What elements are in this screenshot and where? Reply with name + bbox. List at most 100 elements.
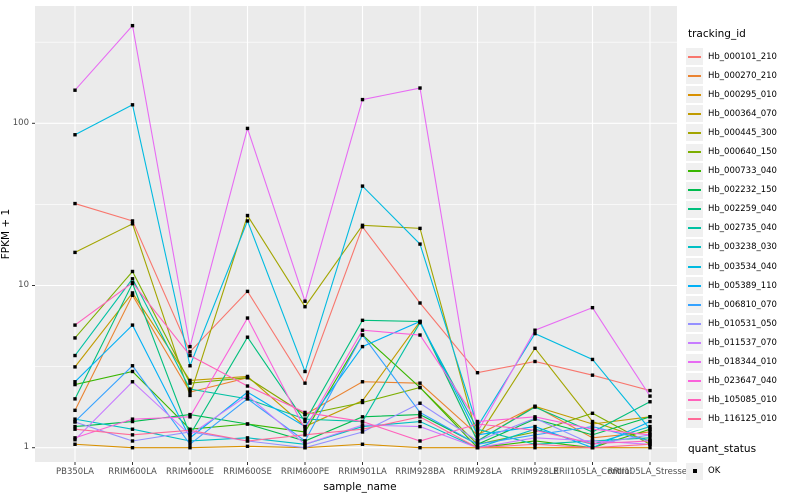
data-point — [533, 346, 537, 351]
data-point — [475, 370, 480, 375]
legend-item-Hb_105085_010: Hb_105085_010 — [686, 391, 798, 410]
legend-item-label: Hb_000640_150 — [708, 147, 777, 158]
data-point — [73, 201, 77, 206]
data-point — [590, 441, 595, 446]
data-point — [360, 427, 365, 431]
data-point — [130, 277, 135, 281]
data-point — [130, 417, 135, 421]
data-point — [360, 328, 365, 332]
data-point — [533, 328, 537, 332]
data-point — [188, 390, 192, 394]
data-point — [73, 250, 77, 255]
data-point — [73, 133, 77, 137]
data-point — [130, 281, 135, 285]
legend-item-Hb_011537_070: Hb_011537_070 — [686, 333, 798, 352]
data-point — [418, 385, 422, 390]
legend-key-line-icon — [688, 170, 701, 173]
data-point — [360, 423, 365, 427]
data-point — [533, 415, 537, 419]
x-tick-label: RRIM600SE — [223, 467, 272, 477]
data-point — [130, 222, 135, 226]
data-point — [475, 427, 480, 431]
data-point — [303, 412, 307, 417]
data-point — [73, 427, 77, 431]
legend-key-line-icon — [688, 189, 701, 192]
legend-item-label: Hb_003238_030 — [708, 242, 777, 253]
legend-key-line-icon — [688, 208, 701, 211]
data-point — [303, 381, 307, 385]
legend-key-box — [686, 86, 703, 104]
x-tick-label: RRIM901LA — [338, 467, 387, 477]
x-tick-label: RRIM928BA — [395, 467, 445, 477]
legend-key-box — [686, 296, 703, 314]
x-tick-label: PB350LA — [56, 467, 94, 477]
legend-key-box — [686, 200, 703, 218]
legend-item-label: Hb_105085_010 — [708, 395, 777, 406]
data-point — [245, 439, 250, 443]
legend-item-Hb_002232_150: Hb_002232_150 — [686, 181, 798, 200]
legend-item-Hb_010531_050: Hb_010531_050 — [686, 314, 798, 333]
data-point — [245, 126, 250, 131]
legend-key-box — [686, 238, 703, 256]
data-point — [648, 400, 652, 404]
data-point — [360, 318, 365, 323]
legend-item-list: Hb_000101_210 Hb_000270_210 Hb_000295_010 H… — [686, 47, 798, 429]
data-point — [418, 410, 422, 415]
y-axis-title: FPKM + 1 — [0, 208, 12, 260]
data-point — [73, 353, 77, 358]
legend-item-Hb_003238_030: Hb_003238_030 — [686, 238, 798, 257]
data-point — [130, 219, 135, 223]
data-point — [418, 446, 422, 450]
data-point — [73, 408, 77, 413]
data-point — [418, 401, 422, 405]
legend-key-line-icon — [688, 322, 701, 325]
data-point — [360, 398, 365, 403]
legend-item-label: Hb_116125_010 — [708, 414, 777, 425]
data-point — [533, 331, 537, 336]
data-point — [533, 442, 537, 446]
data-point — [130, 269, 135, 274]
legend-item-Hb_000295_010: Hb_000295_010 — [686, 85, 798, 104]
x-tick-label: RRIM928LA — [453, 467, 502, 477]
data-point — [188, 344, 192, 349]
legend-item-Hb_000733_040: Hb_000733_040 — [686, 162, 798, 181]
data-point — [73, 380, 77, 384]
data-point — [360, 430, 365, 434]
legend-key-box — [686, 143, 703, 161]
legend-item-Hb_116125_010: Hb_116125_010 — [686, 410, 798, 429]
data-point — [130, 23, 135, 28]
data-point — [418, 381, 422, 385]
data-point — [360, 344, 365, 349]
data-point — [245, 422, 250, 426]
data-point — [590, 439, 595, 443]
data-point — [130, 419, 135, 424]
data-point — [475, 442, 480, 446]
data-point — [303, 419, 307, 424]
legend-item-label: OK — [708, 466, 721, 477]
legend-item-Hb_000101_210: Hb_000101_210 — [686, 47, 798, 66]
legend-item-label: Hb_023647_040 — [708, 376, 777, 387]
legend-key-line-icon — [688, 74, 701, 77]
data-point — [188, 442, 192, 446]
data-point — [188, 393, 192, 398]
data-point — [418, 424, 422, 429]
data-point — [648, 442, 652, 446]
legend-key-box — [686, 48, 703, 66]
data-point — [360, 97, 365, 102]
legend-key-line-icon — [688, 399, 701, 402]
data-point — [418, 242, 422, 246]
legend-item-Hb_023647_040: Hb_023647_040 — [686, 372, 798, 391]
legend-key-box — [686, 181, 703, 199]
data-point — [360, 442, 365, 446]
data-point — [590, 373, 595, 377]
data-point — [360, 184, 365, 188]
legend-key-line-icon — [688, 341, 701, 344]
legend-key-box — [686, 277, 703, 295]
data-point — [418, 86, 422, 90]
data-point — [303, 369, 307, 374]
data-point — [475, 419, 480, 424]
legend-item-Hb_000270_210: Hb_000270_210 — [686, 66, 798, 85]
y-tick-label: 10 — [18, 280, 29, 290]
data-point — [418, 333, 422, 337]
data-point — [648, 388, 652, 393]
